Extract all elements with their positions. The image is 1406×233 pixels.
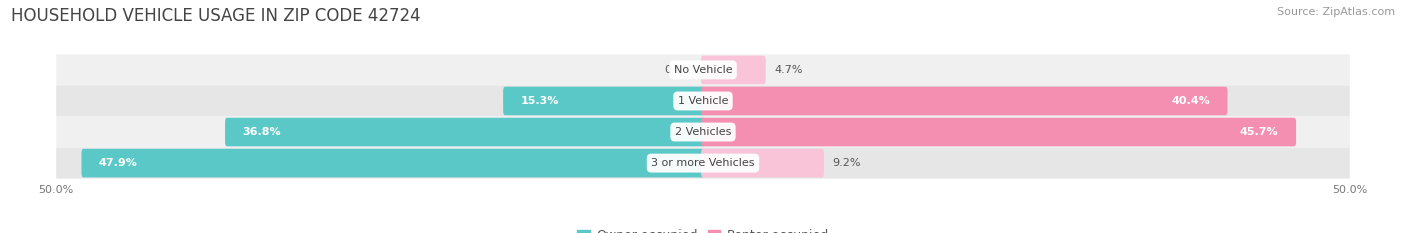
Text: 36.8%: 36.8% [242, 127, 281, 137]
Legend: Owner-occupied, Renter-occupied: Owner-occupied, Renter-occupied [572, 224, 834, 233]
FancyBboxPatch shape [702, 149, 824, 177]
Text: 2 Vehicles: 2 Vehicles [675, 127, 731, 137]
Text: 9.2%: 9.2% [832, 158, 860, 168]
Text: No Vehicle: No Vehicle [673, 65, 733, 75]
FancyBboxPatch shape [56, 54, 1350, 86]
Text: 1 Vehicle: 1 Vehicle [678, 96, 728, 106]
FancyBboxPatch shape [225, 118, 704, 146]
Text: 40.4%: 40.4% [1171, 96, 1211, 106]
FancyBboxPatch shape [702, 118, 1296, 146]
FancyBboxPatch shape [503, 87, 704, 115]
Text: 47.9%: 47.9% [98, 158, 138, 168]
Text: 15.3%: 15.3% [520, 96, 560, 106]
Text: 4.7%: 4.7% [775, 65, 803, 75]
Text: 0.0%: 0.0% [665, 65, 693, 75]
FancyBboxPatch shape [56, 116, 1350, 147]
Text: HOUSEHOLD VEHICLE USAGE IN ZIP CODE 42724: HOUSEHOLD VEHICLE USAGE IN ZIP CODE 4272… [11, 7, 420, 25]
Text: Source: ZipAtlas.com: Source: ZipAtlas.com [1277, 7, 1395, 17]
FancyBboxPatch shape [82, 149, 704, 177]
Text: 45.7%: 45.7% [1240, 127, 1278, 137]
FancyBboxPatch shape [702, 87, 1227, 115]
FancyBboxPatch shape [56, 147, 1350, 179]
Text: 3 or more Vehicles: 3 or more Vehicles [651, 158, 755, 168]
FancyBboxPatch shape [56, 86, 1350, 116]
FancyBboxPatch shape [702, 56, 766, 84]
